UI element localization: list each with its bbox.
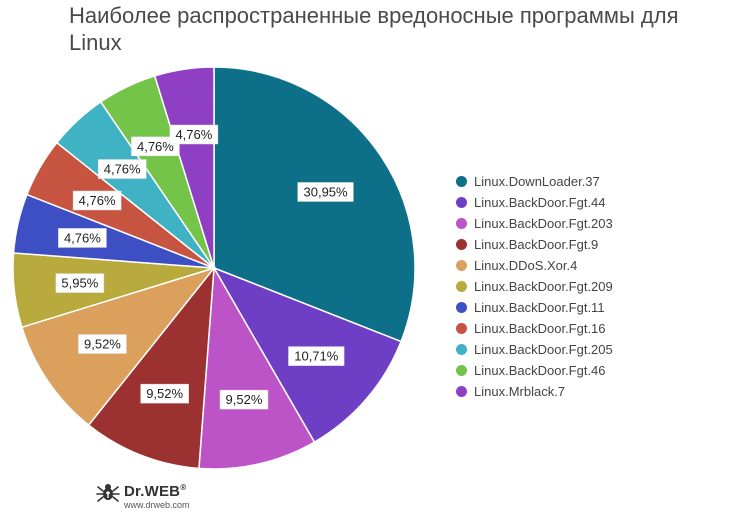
- legend-item-linux-backdoor-fgt-11: Linux.BackDoor.Fgt.11: [456, 297, 613, 318]
- legend-item-linux-backdoor-fgt-46: Linux.BackDoor.Fgt.46: [456, 360, 613, 381]
- legend-label: Linux.DownLoader.37: [474, 174, 600, 189]
- logo-brand-text: Dr.WEB®: [124, 483, 187, 500]
- legend-marker-icon: [456, 302, 467, 313]
- legend-marker-icon: [456, 344, 467, 355]
- legend-label: Linux.BackDoor.Fgt.46: [474, 363, 606, 378]
- svg-text:9,52%: 9,52%: [84, 337, 121, 352]
- pie-slice-linux-backdoor-fgt-203: [198, 265, 316, 470]
- legend-marker-icon: [456, 260, 467, 271]
- spider-logo-icon: [96, 484, 120, 502]
- pie-slice-linux-backdoor-fgt-9: [87, 265, 215, 470]
- legend-marker-icon: [456, 386, 467, 397]
- svg-text:4,76%: 4,76%: [79, 193, 116, 208]
- legend-marker-icon: [456, 323, 467, 334]
- svg-text:4,76%: 4,76%: [175, 127, 212, 142]
- legend-marker-icon: [456, 239, 467, 250]
- data-label-linux-backdoor-fgt-46: 4,76%: [131, 136, 180, 157]
- legend-item-linux-backdoor-fgt-205: Linux.BackDoor.Fgt.205: [456, 339, 613, 360]
- data-label-linux-backdoor-fgt-205: 4,76%: [97, 159, 147, 179]
- svg-text:9,52%: 9,52%: [226, 392, 263, 407]
- legend-label: Linux.DDoS.Xor.4: [474, 258, 578, 273]
- pie-slice-linux-mrblack-7: [153, 66, 215, 269]
- data-label-linux-backdoor-fgt-11: 4,76%: [58, 228, 107, 248]
- legend-marker-icon: [456, 365, 467, 376]
- legend-item-linux-ddos-xor-4: Linux.DDoS.Xor.4: [456, 255, 613, 276]
- legend-label: Linux.Mrblack.7: [474, 384, 566, 399]
- legend-marker-icon: [456, 281, 467, 292]
- svg-text:10,71%: 10,71%: [294, 349, 339, 364]
- legend-label: Linux.BackDoor.Fgt.9: [474, 237, 599, 252]
- data-label-linux-mrblack-7: 4,76%: [169, 124, 219, 145]
- chart-title: Наиболее распространенные вредоносные пр…: [69, 3, 679, 55]
- chart-legend: Linux.DownLoader.37 Linux.BackDoor.Fgt.44…: [456, 171, 613, 402]
- data-label-linux-backdoor-fgt-44: 10,71%: [288, 346, 345, 366]
- svg-text:4,76%: 4,76%: [104, 162, 141, 177]
- legend-label: Linux.BackDoor.Fgt.209: [474, 279, 613, 294]
- pie-slice-linux-downloader-37: [213, 66, 416, 343]
- legend-marker-icon: [456, 197, 467, 208]
- legend-item-linux-backdoor-fgt-209: Linux.BackDoor.Fgt.209: [456, 276, 613, 297]
- logo-url: www.drweb.com: [124, 500, 190, 510]
- data-label-linux-backdoor-fgt-209: 5,95%: [55, 273, 105, 293]
- legend-item-linux-backdoor-fgt-16: Linux.BackDoor.Fgt.16: [456, 318, 613, 339]
- legend-item-linux-backdoor-fgt-203: Linux.BackDoor.Fgt.203: [456, 213, 613, 234]
- legend-marker-icon: [456, 176, 467, 187]
- legend-item-linux-mrblack-7: Linux.Mrblack.7: [456, 381, 613, 402]
- svg-text:4,76%: 4,76%: [64, 230, 101, 245]
- legend-label: Linux.BackDoor.Fgt.11: [474, 300, 605, 315]
- data-label-linux-backdoor-fgt-203: 9,52%: [219, 389, 269, 410]
- svg-text:5,95%: 5,95%: [61, 276, 98, 291]
- legend-label: Linux.BackDoor.Fgt.44: [474, 195, 606, 210]
- svg-text:9,52%: 9,52%: [146, 386, 183, 401]
- data-label-linux-backdoor-fgt-16: 4,76%: [72, 190, 122, 211]
- svg-text:30,95%: 30,95%: [304, 184, 349, 199]
- legend-label: Linux.BackDoor.Fgt.203: [474, 216, 613, 231]
- svg-text:4,76%: 4,76%: [137, 139, 174, 154]
- legend-item-linux-downloader-37: Linux.DownLoader.37: [456, 171, 613, 192]
- legend-marker-icon: [456, 218, 467, 229]
- legend-label: Linux.BackDoor.Fgt.16: [474, 321, 606, 336]
- legend-item-linux-backdoor-fgt-44: Linux.BackDoor.Fgt.44: [456, 192, 613, 213]
- data-label-linux-ddos-xor-4: 9,52%: [78, 334, 127, 354]
- drweb-logo: Dr.WEB® www.drweb.com: [96, 481, 216, 513]
- data-label-linux-backdoor-fgt-9: 9,52%: [140, 383, 189, 404]
- legend-item-linux-backdoor-fgt-9: Linux.BackDoor.Fgt.9: [456, 234, 613, 255]
- data-label-linux-downloader-37: 30,95%: [297, 182, 354, 202]
- legend-label: Linux.BackDoor.Fgt.205: [474, 342, 613, 357]
